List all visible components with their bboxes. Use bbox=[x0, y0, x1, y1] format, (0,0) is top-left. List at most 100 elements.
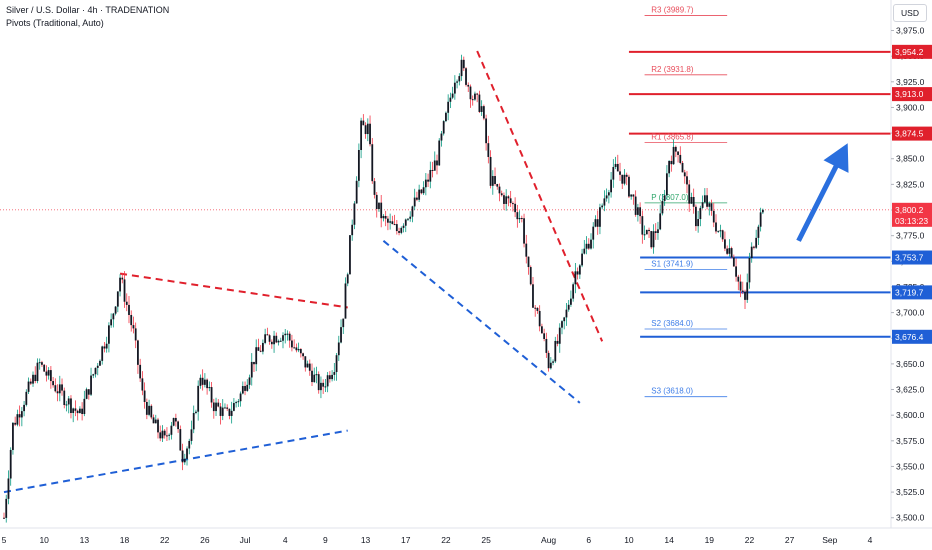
candle-body bbox=[674, 146, 677, 152]
candle-body bbox=[543, 333, 546, 339]
candle-body bbox=[159, 432, 162, 439]
candle-body bbox=[349, 235, 351, 275]
candle-body bbox=[402, 225, 405, 228]
candle-body bbox=[659, 213, 662, 230]
candle-body bbox=[108, 325, 110, 344]
candle-body bbox=[192, 412, 195, 430]
candle-body bbox=[686, 176, 688, 185]
candle-body bbox=[14, 422, 17, 425]
candle-body bbox=[759, 212, 762, 227]
candle-body bbox=[125, 301, 128, 305]
symbol-title: Silver / U.S. Dollar · 4h · TRADENATION bbox=[6, 5, 170, 15]
candle-body bbox=[299, 349, 302, 354]
candle-body bbox=[284, 333, 287, 336]
candle-body bbox=[226, 407, 229, 409]
candle-body bbox=[386, 218, 389, 223]
candle-body bbox=[134, 328, 137, 341]
candle-body bbox=[279, 340, 282, 342]
support-trendline[interactable] bbox=[3, 429, 348, 494]
candle-body bbox=[195, 411, 197, 413]
candle-body bbox=[121, 277, 124, 280]
candle-body bbox=[67, 398, 70, 405]
time-tick-label: 27 bbox=[785, 535, 795, 545]
candle-body bbox=[726, 248, 729, 254]
candle-body bbox=[565, 309, 568, 318]
support-level-tag bbox=[892, 285, 932, 300]
price-tick-label: 3,650.0 bbox=[896, 359, 925, 369]
candle-body bbox=[168, 434, 171, 436]
candle-body bbox=[72, 408, 75, 414]
candle-body bbox=[556, 340, 559, 344]
candle-body bbox=[94, 367, 97, 375]
candle-body bbox=[761, 209, 764, 213]
candle-body bbox=[683, 172, 686, 177]
candle-body bbox=[487, 143, 490, 157]
candle-body bbox=[494, 176, 496, 185]
candle-body bbox=[433, 160, 436, 171]
time-tick-label: 10 bbox=[624, 535, 634, 545]
candle-body bbox=[438, 140, 441, 166]
arrow-layer[interactable] bbox=[796, 143, 849, 242]
candle-body bbox=[677, 151, 679, 155]
pivot-label-R1: R1 (3865.8) bbox=[651, 133, 694, 142]
candle-body bbox=[152, 417, 155, 424]
candle-body bbox=[74, 408, 77, 411]
candle-body bbox=[393, 224, 396, 226]
candle-body bbox=[369, 123, 371, 145]
time-tick-label: 13 bbox=[80, 535, 90, 545]
candle-body bbox=[353, 203, 356, 225]
candle-body bbox=[132, 325, 135, 329]
candle-body bbox=[7, 478, 10, 499]
candle-body bbox=[632, 194, 635, 197]
projection-arrow[interactable] bbox=[796, 143, 849, 242]
candle-body bbox=[181, 450, 184, 463]
candle-body bbox=[219, 406, 222, 416]
candle-body bbox=[614, 163, 617, 167]
candle-body bbox=[311, 370, 313, 383]
candle-body bbox=[139, 364, 142, 379]
candle-body bbox=[32, 374, 34, 384]
price-tick-label: 3,600.0 bbox=[896, 410, 925, 420]
candle-body bbox=[753, 246, 755, 248]
candle-body bbox=[322, 382, 325, 387]
candle-body bbox=[460, 59, 463, 77]
candle-body bbox=[538, 310, 541, 327]
candle-body bbox=[27, 381, 30, 392]
resistance-trendline[interactable] bbox=[119, 272, 348, 309]
candle-body bbox=[581, 253, 583, 266]
candle-body bbox=[529, 267, 532, 285]
candle-body bbox=[462, 59, 465, 69]
candle-body bbox=[317, 374, 320, 391]
trendlines-layer[interactable] bbox=[3, 50, 604, 494]
candle-body bbox=[41, 362, 43, 365]
time-axis[interactable]: 5 10 13 18 22 26 Jul 4 9 13 17 22 25 Aug 6 10 14 19 22 27 Se… bbox=[0, 527, 932, 545]
candle-body bbox=[128, 304, 130, 315]
candle-body bbox=[739, 281, 742, 291]
candle-body bbox=[527, 256, 530, 268]
candle-body bbox=[335, 355, 338, 373]
resistance-level-label: 3,913.0 bbox=[895, 89, 924, 99]
candle-body bbox=[288, 333, 291, 341]
candle-body bbox=[208, 387, 211, 389]
candle-body bbox=[49, 370, 52, 382]
candle-body bbox=[561, 321, 563, 328]
price-tick-label: 3,975.0 bbox=[896, 26, 925, 36]
support-level-label: 3,719.7 bbox=[895, 287, 924, 297]
candle-body bbox=[23, 404, 25, 412]
candle-body bbox=[404, 219, 407, 226]
candle-body bbox=[366, 123, 369, 135]
candle-body bbox=[275, 335, 278, 343]
candle-body bbox=[710, 203, 713, 211]
currency-button[interactable]: USD bbox=[893, 4, 927, 22]
candle-body bbox=[547, 352, 550, 369]
time-tick-label: 4 bbox=[283, 535, 288, 545]
candle-body bbox=[29, 381, 32, 384]
resistance-trendline[interactable] bbox=[476, 50, 604, 342]
candle-body bbox=[54, 385, 57, 392]
candle-body bbox=[337, 342, 340, 356]
support-trendline[interactable] bbox=[382, 240, 581, 404]
pivot-label-S1: S1 (3741.9) bbox=[651, 260, 693, 269]
candle-body bbox=[110, 319, 113, 326]
candle-body bbox=[596, 219, 599, 227]
